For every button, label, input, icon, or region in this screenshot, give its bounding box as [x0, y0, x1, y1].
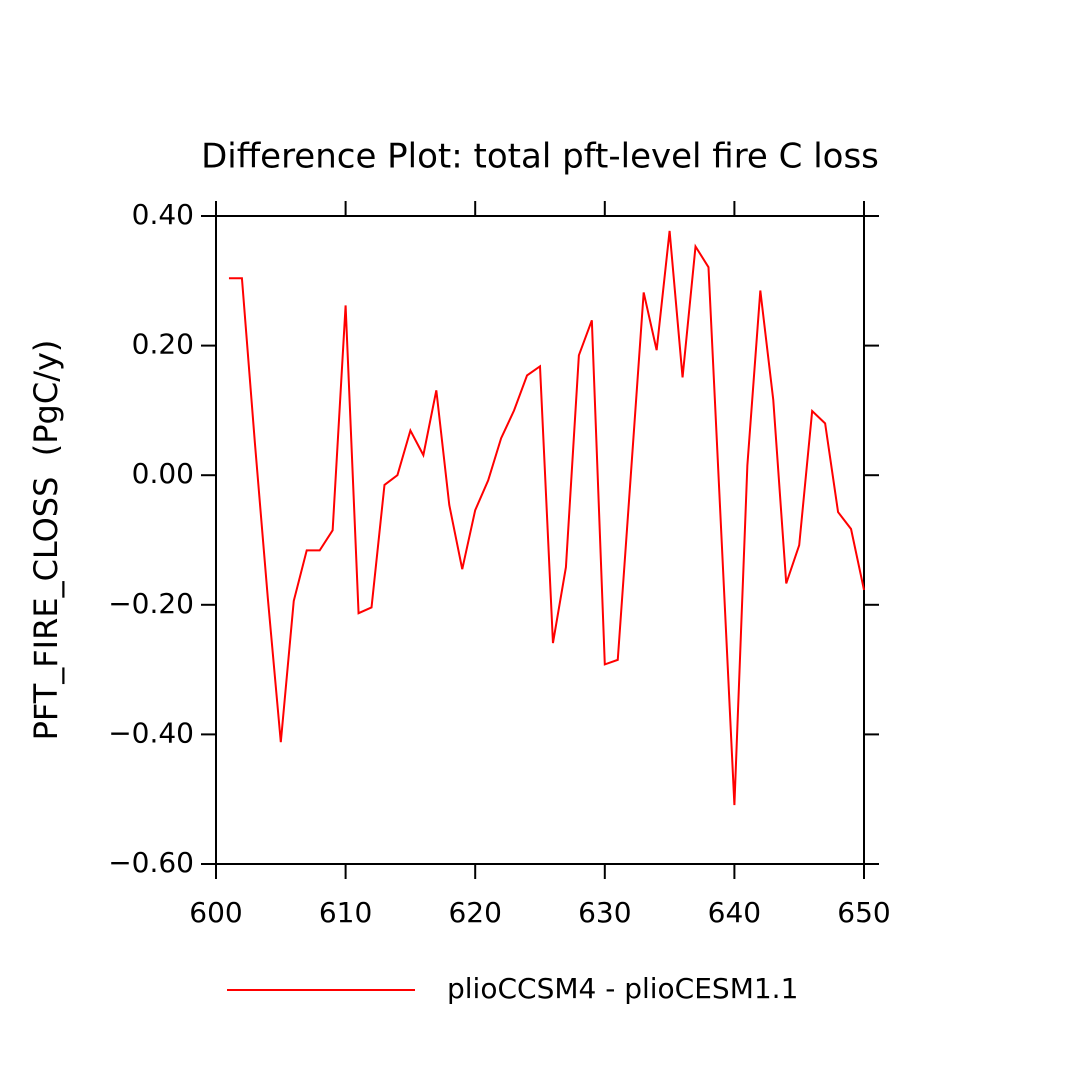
data-line: [228, 230, 865, 806]
x-tick-label: 600: [189, 896, 242, 929]
x-tick-label: 630: [578, 896, 631, 929]
y-tick-label: 0.20: [132, 328, 194, 361]
x-tick-label: 610: [319, 896, 372, 929]
x-tick-label: 620: [448, 896, 501, 929]
y-tick-label: 0.40: [132, 198, 194, 231]
legend-label: plioCCSM4 - plioCESM1.1: [447, 972, 798, 1005]
plot-frame: [215, 215, 865, 865]
y-tick-label: −0.20: [108, 587, 194, 620]
y-tick-label: 0.00: [132, 457, 194, 490]
x-tick-label: 640: [708, 896, 761, 929]
y-axis-label: PFT_FIRE_CLOSS (PgC/y): [27, 340, 65, 741]
y-tick-label: −0.60: [108, 846, 194, 879]
chart-title: Difference Plot: total pft-level fire C …: [201, 137, 879, 177]
y-tick-label: −0.40: [108, 716, 194, 749]
x-tick-label: 650: [837, 896, 890, 929]
